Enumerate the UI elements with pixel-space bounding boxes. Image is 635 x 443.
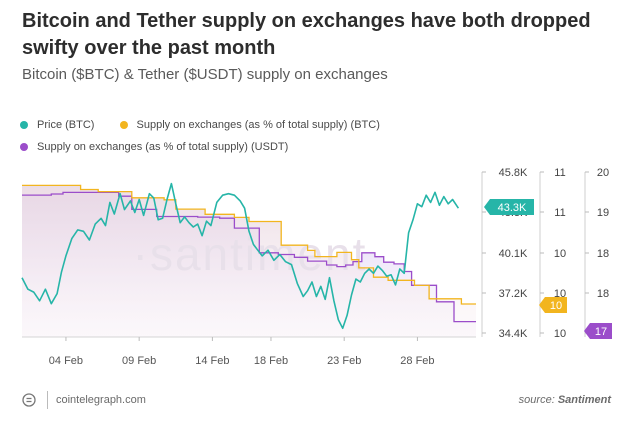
legend-item-price[interactable]: Price (BTC) xyxy=(20,119,94,131)
legend-dot-icon xyxy=(119,120,128,129)
y-tick-label: 10 xyxy=(554,328,566,340)
price-current-badge xyxy=(484,199,534,215)
axes: 04 Feb 09 Feb 14 Feb 18 Feb 23 Feb 28 Feb 45.8… xyxy=(22,167,612,367)
legend-dot-icon xyxy=(20,120,28,129)
footer-site[interactable]: cointelegraph.com xyxy=(56,394,146,406)
y-tick-label: 10 xyxy=(554,248,566,260)
y-tick-label: 19 xyxy=(597,207,609,219)
footer-divider xyxy=(47,391,48,409)
chart-title: Bitcoin and Tether supply on exchanges h… xyxy=(22,10,591,59)
y-tick-label: 40.1K xyxy=(499,248,528,260)
legend-item-usdt-supply[interactable]: Supply on exchanges (as % of total suppl… xyxy=(20,141,288,153)
btc-current-badge xyxy=(539,297,567,313)
legend-row-2: Supply on exchanges (as % of total suppl… xyxy=(20,141,310,153)
btc-supply-area xyxy=(22,185,476,337)
y-tick-label: 45.8K xyxy=(499,167,528,179)
y-tick-label: 37.2K xyxy=(499,288,528,300)
source-name: Santiment xyxy=(557,394,611,406)
y-tick-label: 20 xyxy=(597,167,609,179)
x-tick-label: 09 Feb xyxy=(122,355,156,367)
source-prefix: source: xyxy=(518,394,558,406)
x-tick-label: 28 Feb xyxy=(400,355,434,367)
y-tick-label: 11 xyxy=(554,167,565,179)
legend-dot-icon xyxy=(20,142,28,151)
footer-source: source: Santiment xyxy=(519,394,611,406)
cointelegraph-logo-icon xyxy=(22,393,36,407)
legend-label: Supply on exchanges (as % of total suppl… xyxy=(37,141,289,153)
price-line xyxy=(21,182,460,330)
btc-current-badge-label: 10 xyxy=(550,300,562,312)
y-tick-label: 18 xyxy=(597,248,609,260)
legend-item-btc-supply[interactable]: Supply on exchanges (as % of total suppl… xyxy=(119,119,380,131)
x-tick-label: 14 Feb xyxy=(195,355,229,367)
y-tick-label: 11 xyxy=(554,207,565,219)
legend-label: Price (BTC) xyxy=(37,119,95,131)
legend-label: Supply on exchanges (as % of total suppl… xyxy=(136,119,380,131)
y-tick-label: 18 xyxy=(597,288,609,300)
legend: Price (BTC) Supply on exchanges (as % of… xyxy=(20,119,402,131)
usdt-current-badge xyxy=(584,323,612,339)
y-tick-label: 34.4K xyxy=(499,328,528,340)
x-tick-label: 04 Feb xyxy=(49,355,83,367)
chart-subtitle: Bitcoin ($BTC) & Tether ($USDT) supply o… xyxy=(22,66,388,83)
price-current-badge-label: 43.3K xyxy=(498,202,527,214)
watermark: ·santiment xyxy=(133,228,368,280)
x-tick-label: 23 Feb xyxy=(327,355,361,367)
x-tick-label: 18 Feb xyxy=(254,355,288,367)
usdt-current-badge-label: 17 xyxy=(595,326,607,338)
plot-area: ·santiment xyxy=(21,182,476,337)
